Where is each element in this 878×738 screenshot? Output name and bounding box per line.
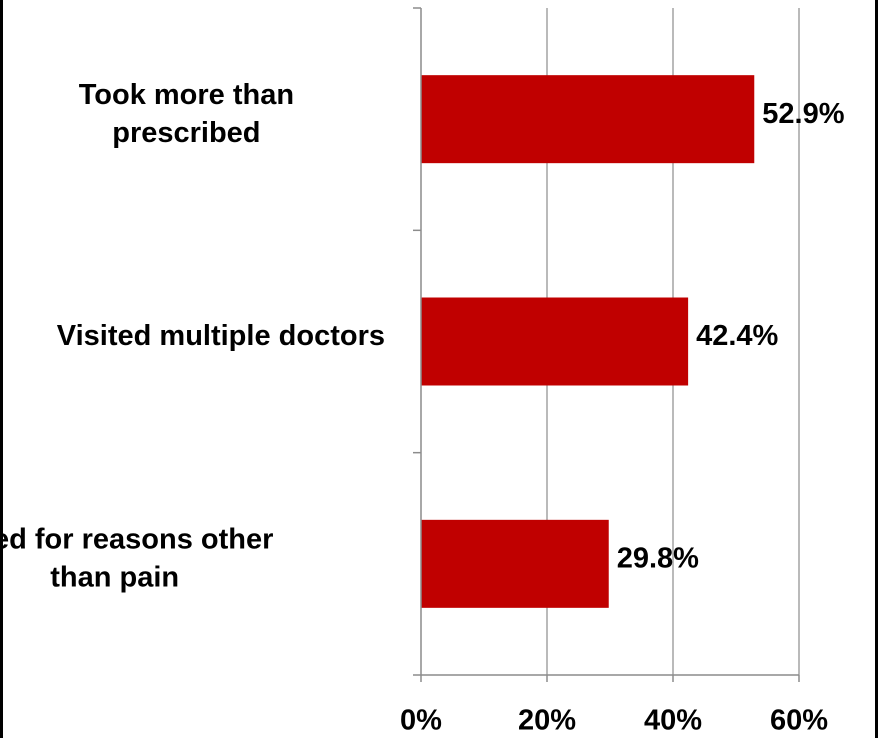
category-label-3: Used for reasons other than pain: [3, 523, 273, 593]
category-label-line: prescribed: [112, 117, 260, 149]
bars: [421, 75, 755, 608]
data-label-1: 52.9%: [762, 98, 844, 130]
bar-1: [421, 75, 755, 164]
category-label-line: than pain: [50, 561, 179, 593]
category-label-line: Used for reasons other: [3, 523, 273, 555]
x-tick-label-0: 0%: [400, 705, 442, 737]
x-tick-label-40: 40%: [644, 705, 702, 737]
category-label-line: Took more than: [79, 79, 294, 111]
axes: [413, 7, 800, 682]
bar-3: [421, 519, 609, 608]
category-label-1: Took more than prescribed: [79, 79, 294, 149]
data-label-2: 42.4%: [696, 320, 778, 352]
x-tick-label-60: 60%: [770, 705, 828, 737]
labels: 52.9% 42.4% 29.8% 0% 20% 40% 60% Took more than…: [3, 79, 845, 737]
bar-2: [421, 297, 689, 386]
x-tick-label-20: 20%: [518, 705, 576, 737]
category-label-line: Visited multiple doctors: [57, 320, 385, 352]
category-label-2: Visited multiple doctors: [57, 320, 385, 352]
bar-chart: 52.9% 42.4% 29.8% 0% 20% 40% 60% Took more than…: [3, 7, 845, 737]
data-label-3: 29.8%: [617, 542, 699, 574]
